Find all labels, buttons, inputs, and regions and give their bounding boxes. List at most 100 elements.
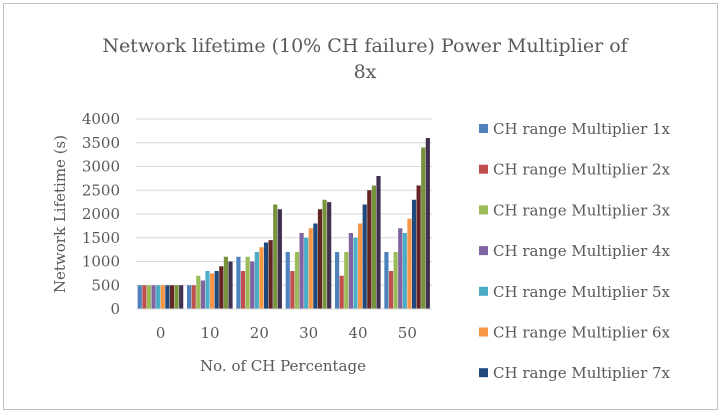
legend-label: CH range Multiplier 2x — [493, 161, 671, 179]
legend-swatch — [479, 286, 488, 296]
chart-title-line-2: 8x — [354, 61, 377, 83]
x-tick-label: 30 — [299, 324, 318, 342]
bar — [160, 285, 165, 309]
bar — [290, 271, 295, 309]
bar — [165, 285, 170, 309]
y-tick-label: 1000 — [82, 253, 120, 271]
bar — [142, 285, 147, 309]
x-axis-ticks: 0 10 20 30 40 50 — [156, 324, 417, 342]
x-tick-label: 20 — [250, 324, 269, 342]
bar — [376, 176, 381, 309]
y-tick-label: 500 — [91, 276, 120, 294]
bar — [358, 223, 363, 309]
bar — [344, 252, 349, 309]
bar — [137, 285, 142, 309]
bar — [169, 285, 175, 309]
bar — [407, 218, 412, 309]
legend-swatch — [479, 124, 488, 133]
bar — [263, 242, 269, 309]
bar — [219, 266, 224, 309]
x-tick-label: 0 — [156, 324, 166, 342]
legend-swatch — [479, 246, 488, 256]
bar — [223, 256, 228, 309]
bar — [205, 271, 210, 309]
bar — [240, 271, 246, 309]
legend-swatch — [479, 164, 488, 174]
bar — [254, 252, 259, 309]
bar — [299, 233, 304, 309]
x-axis-label: No. of CH Percentage — [200, 357, 366, 375]
bar — [151, 285, 156, 309]
legend-swatch — [479, 327, 488, 337]
gridlines — [136, 118, 432, 286]
bar — [174, 285, 179, 309]
bar — [196, 275, 201, 309]
bar — [277, 209, 282, 309]
y-tick-label: 3500 — [82, 134, 120, 152]
y-axis-ticks: 0 500 1000 1500 2000 2500 3000 3500 4000 — [82, 110, 120, 318]
bar — [384, 252, 389, 309]
x-tick-label: 10 — [200, 324, 219, 342]
y-tick-label: 4000 — [82, 110, 120, 128]
bar — [348, 233, 353, 309]
y-axis-label: Network Lifetime (s) — [51, 135, 69, 293]
bars — [137, 138, 430, 309]
y-tick-label: 2500 — [82, 181, 120, 199]
legend-label: CH range Multiplier 6x — [493, 324, 671, 342]
bar — [191, 285, 196, 309]
bar — [322, 199, 327, 309]
bar — [335, 252, 340, 309]
y-tick-label: 0 — [110, 300, 120, 318]
legend-label: CH range Multiplier 3x — [493, 201, 671, 219]
bar — [327, 202, 332, 309]
bar — [273, 204, 278, 309]
bar — [268, 240, 273, 309]
bar — [250, 261, 255, 309]
bar — [259, 247, 264, 309]
x-tick-label: 50 — [398, 324, 417, 342]
y-tick-label: 1500 — [82, 229, 120, 247]
x-tick-label: 40 — [348, 324, 367, 342]
bar — [425, 138, 430, 309]
legend-label: CH range Multiplier 4x — [493, 242, 671, 260]
chart-title-line-1: Network lifetime (10% CH failure) Power … — [102, 35, 629, 57]
bar — [294, 252, 300, 309]
bar — [308, 228, 313, 309]
bar — [285, 252, 290, 309]
bar — [210, 273, 215, 309]
bar — [416, 185, 421, 309]
bar — [411, 199, 417, 309]
legend: CH range Multiplier 1x CH range Multiplie… — [479, 120, 671, 382]
chart-frame — [3, 3, 718, 410]
y-tick-label: 2000 — [82, 205, 120, 223]
legend-swatch — [479, 368, 488, 378]
bar — [398, 228, 403, 309]
bar — [317, 209, 323, 309]
bar — [339, 275, 344, 309]
bar — [367, 190, 372, 309]
bar — [179, 285, 184, 309]
bar — [388, 271, 394, 309]
bar — [421, 147, 426, 309]
bar — [236, 256, 241, 309]
bar — [304, 237, 309, 309]
legend-label: CH range Multiplier 5x — [493, 283, 671, 301]
bar — [371, 185, 376, 309]
legend-swatch — [479, 205, 488, 215]
bar — [353, 237, 358, 309]
bar — [313, 223, 318, 309]
bar — [146, 285, 152, 309]
bar — [402, 233, 407, 309]
bar — [228, 261, 233, 309]
bar — [187, 285, 192, 309]
bar — [362, 204, 367, 309]
bar — [156, 285, 161, 309]
bar — [200, 280, 205, 309]
y-tick-label: 3000 — [82, 158, 120, 176]
bar — [245, 256, 250, 309]
bar — [393, 252, 398, 309]
legend-label: CH range Multiplier 1x — [493, 120, 671, 138]
legend-label: CH range Multiplier 7x — [493, 364, 671, 382]
bar — [214, 271, 219, 309]
